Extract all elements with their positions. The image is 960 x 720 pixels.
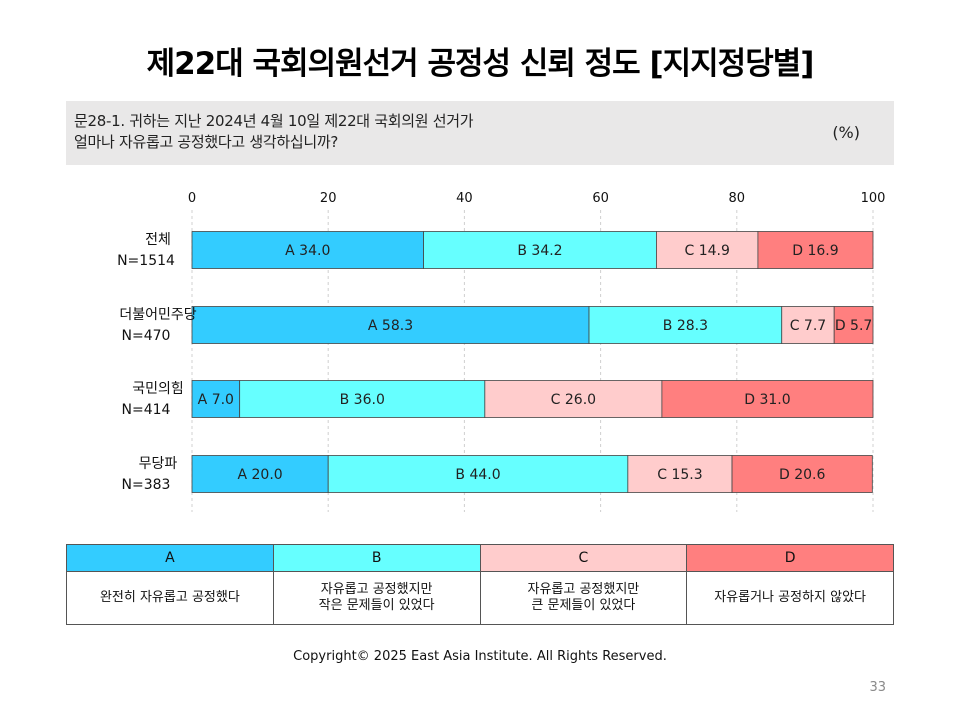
legend-header-b: B xyxy=(272,544,481,572)
category-label-row-3: 무당파 xyxy=(139,456,178,472)
legend-table: A B C D 완전히 자유롭고 공정했다 자유롭고 공정했지만 작은 문제들이… xyxy=(66,544,894,625)
bar-a-row-2 xyxy=(191,380,241,418)
data-label-b-row-3: B 44.0 xyxy=(455,467,500,483)
unit-label: (%) xyxy=(832,123,860,142)
category-label-row-2: 국민의힘 xyxy=(132,381,184,397)
question-line-1: 문28-1. 귀하는 지난 2024년 4월 10일 제22대 국회의원 선거가 xyxy=(74,112,474,130)
data-label-c-row-1: C 7.7 xyxy=(790,318,827,334)
data-label-a-row-3: A 20.0 xyxy=(237,467,282,483)
bar-a-row-1 xyxy=(191,306,590,344)
x-tick-label-80: 80 xyxy=(729,191,746,206)
legend-description-row: 완전히 자유롭고 공정했다 자유롭고 공정했지만 작은 문제들이 있었다 자유롭… xyxy=(66,571,894,625)
bar-c-row-2 xyxy=(484,380,663,418)
data-label-a-row-2: A 7.0 xyxy=(198,392,234,408)
bar-c-row-3 xyxy=(627,455,733,493)
data-label-d-row-3: D 20.6 xyxy=(779,467,825,483)
page-number: 33 xyxy=(869,680,886,695)
data-label-d-row-2: D 31.0 xyxy=(744,392,790,408)
bar-a-row-3 xyxy=(191,455,329,493)
data-label-c-row-3: C 15.3 xyxy=(657,467,702,483)
data-label-c-row-0: C 14.9 xyxy=(684,243,729,259)
data-label-b-row-2: B 36.0 xyxy=(340,392,385,408)
legend-header-d: D xyxy=(686,544,894,572)
bar-d-row-0 xyxy=(757,231,874,269)
x-tick-label-20: 20 xyxy=(320,191,337,206)
legend-header-row: A B C D xyxy=(66,544,894,572)
x-tick-label-60: 60 xyxy=(592,191,609,206)
bar-a-row-0 xyxy=(191,231,424,269)
data-label-d-row-1: D 5.7 xyxy=(835,318,873,334)
category-n-row-1: N=470 xyxy=(122,328,171,344)
data-label-b-row-0: B 34.2 xyxy=(517,243,562,259)
bar-d-row-3 xyxy=(731,455,873,493)
bar-b-row-1 xyxy=(588,306,783,344)
category-label-row-0: 전체 xyxy=(145,232,171,248)
data-label-a-row-1: A 58.3 xyxy=(368,318,413,334)
data-label-b-row-1: B 28.3 xyxy=(663,318,708,334)
x-tick-label-40: 40 xyxy=(456,191,473,206)
legend-description-c: 자유롭고 공정했지만 큰 문제들이 있었다 xyxy=(479,571,688,625)
bar-d-row-1 xyxy=(833,306,874,344)
legend-description-b: 자유롭고 공정했지만 작은 문제들이 있었다 xyxy=(272,571,481,625)
category-n-row-3: N=383 xyxy=(122,477,171,493)
bar-c-row-1 xyxy=(781,306,835,344)
bar-c-row-0 xyxy=(656,231,759,269)
data-label-c-row-2: C 26.0 xyxy=(551,392,596,408)
x-tick-label-100: 100 xyxy=(861,191,886,206)
category-n-row-2: N=414 xyxy=(122,402,171,418)
data-label-d-row-0: D 16.9 xyxy=(792,243,838,259)
category-n-row-0: N=1514 xyxy=(117,253,175,269)
bar-b-row-2 xyxy=(239,380,486,418)
x-tick-label-0: 0 xyxy=(188,191,196,206)
page-title: 제22대 국회의원선거 공정성 신뢰 정도 [지지정당별] xyxy=(146,46,815,82)
question-box: 문28-1. 귀하는 지난 2024년 4월 10일 제22대 국회의원 선거가… xyxy=(66,101,894,165)
category-label-row-1: 더불어민주당 xyxy=(119,307,196,323)
stacked-bar-chart: 0 20 40 60 80 100 A 34.0 B 34.2 C 14.9 D 16.9 전체 N=… xyxy=(117,191,886,512)
legend-header-c: C xyxy=(479,544,688,572)
legend-header-a: A xyxy=(66,544,274,572)
bar-b-row-3 xyxy=(327,455,629,493)
question-line-2: 얼마나 자유롭고 공정했다고 생각하십니까? xyxy=(74,133,339,151)
data-label-a-row-0: A 34.0 xyxy=(285,243,330,259)
legend-description-d: 자유롭거나 공정하지 않았다 xyxy=(686,571,894,625)
question-text: 문28-1. 귀하는 지난 2024년 4월 10일 제22대 국회의원 선거가… xyxy=(74,111,474,153)
legend-description-a: 완전히 자유롭고 공정했다 xyxy=(66,571,274,625)
copyright: Copyright© 2025 East Asia Institute. All… xyxy=(293,649,667,664)
bar-d-row-2 xyxy=(661,380,874,418)
